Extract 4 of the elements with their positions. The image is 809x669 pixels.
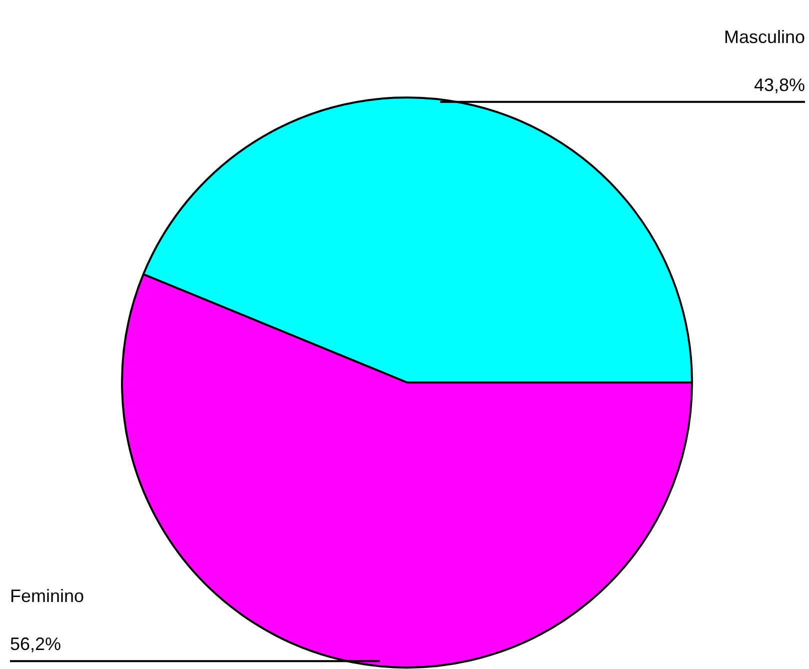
slice-label: Feminino [10, 586, 84, 606]
data-label: 43,8% [754, 74, 805, 95]
data-label: 56,2% [10, 634, 62, 654]
slice-label: Masculino [724, 26, 805, 47]
